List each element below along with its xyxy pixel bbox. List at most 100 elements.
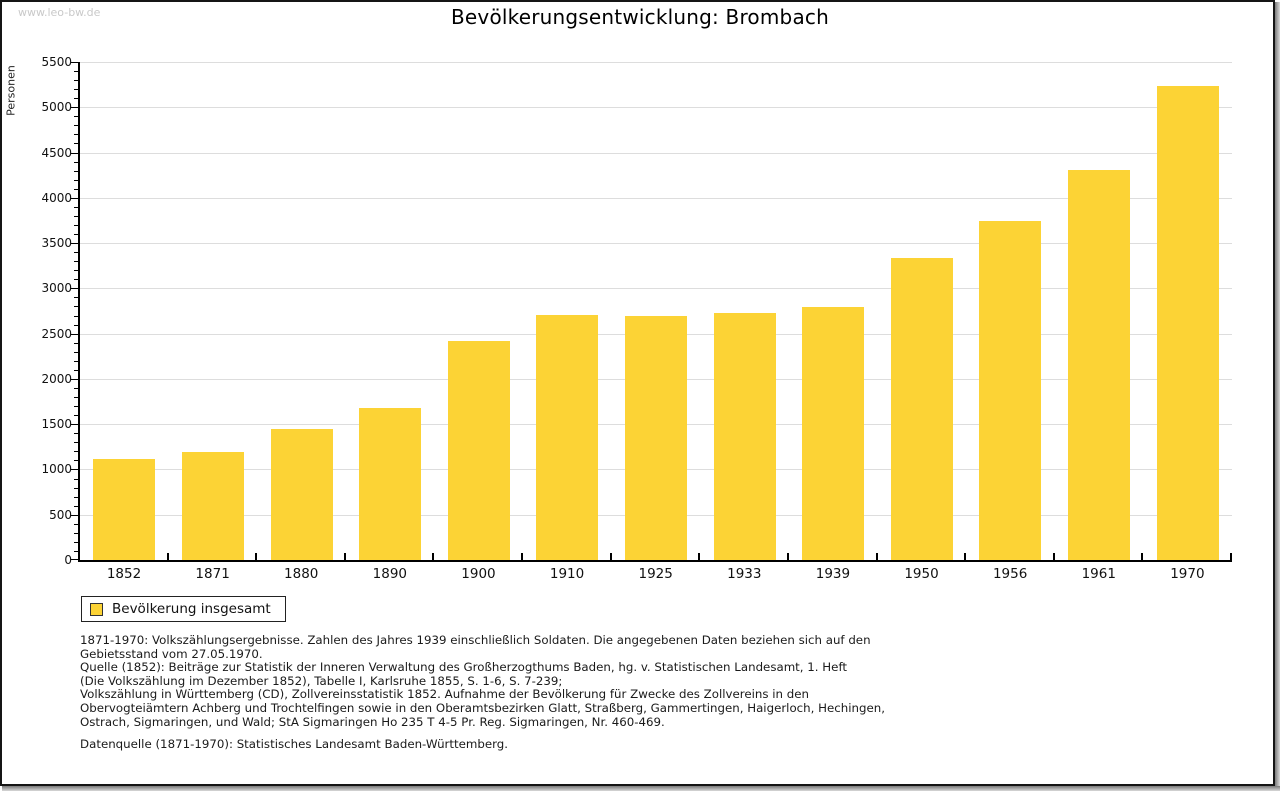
datasource-line: Datenquelle (1871-1970): Statistisches L… [80,737,509,752]
y-axis-minor-tick [74,342,78,344]
y-axis-tick-label: 500 [49,507,72,522]
y-axis-minor-tick [74,234,78,236]
x-axis-label-1939: 1939 [815,566,851,582]
bar-1961 [1068,170,1131,560]
y-axis-tick [71,469,78,471]
y-axis-minor-tick [74,523,78,525]
y-axis-tick [71,559,78,560]
y-axis-minor-tick [74,505,78,507]
x-axis-label-1933: 1933 [727,566,762,582]
window-frame-shadow-bottom [2,786,1280,791]
watermark: www.leo-bw.de [18,6,101,19]
x-axis-label-1925: 1925 [638,566,673,582]
y-axis-minor-tick [74,487,78,489]
y-axis-minor-tick [74,179,78,181]
y-axis-minor-tick [74,143,78,145]
footnote-line: Ostrach, Sigmaringen, und Wald; StA Sigm… [80,714,665,729]
y-axis-tick-label: 4000 [41,190,72,205]
x-axis-boundary-tick [698,553,701,561]
gridline [80,107,1232,109]
y-axis-minor-tick [74,442,78,444]
footnote-line: (Die Volkszählung im Dezember 1852), Tab… [80,673,563,688]
footnote-line: Obervogteiämtern Achberg und Trochtelfin… [80,700,885,715]
gridline [80,197,1232,199]
y-axis-minor-tick [74,98,78,100]
bar-1871 [181,452,244,560]
bar-1933 [713,313,776,560]
y-axis-minor-tick [74,315,78,317]
y-axis-minor-tick [74,550,78,552]
gridline [80,243,1232,245]
x-axis-label-1961: 1961 [1081,566,1116,582]
x-axis-boundary-tick [166,553,169,561]
y-axis-tick-label: 1000 [41,462,72,477]
x-axis-boundary-tick [786,553,789,561]
footnote-line: 1871-1970: Volkszählungsergebnisse. Zahl… [80,633,871,647]
x-axis-boundary-tick [875,553,878,561]
bar-1939 [802,307,865,560]
y-axis-minor-tick [74,215,78,217]
y-axis-minor-tick [74,451,78,453]
y-axis-minor-tick [74,89,78,91]
bar-1956 [979,221,1042,560]
y-axis-minor-tick [74,279,78,281]
x-axis-label-1852: 1852 [106,566,142,582]
x-axis-boundary-tick [432,553,435,561]
bar-1890 [359,408,422,560]
y-axis-tick-label: 5000 [41,100,72,115]
window-frame-shadow-right [1275,2,1280,791]
x-axis-boundary-tick [521,553,524,561]
y-axis-tick-label: 3000 [41,281,72,296]
y-axis-tick-label: 5500 [41,55,72,69]
y-axis-tick-label: 2500 [41,326,72,341]
x-axis-label-1970: 1970 [1170,566,1205,582]
y-axis-minor-tick [74,532,78,534]
x-axis-label-1880: 1880 [284,566,319,582]
y-axis-tick [71,152,78,154]
y-axis-minor-tick [74,71,78,73]
y-axis-tick [71,243,78,245]
footnotes: 1871-1970: Volkszählungsergebnisse. Zahl… [80,633,1210,752]
footnote-line: Gebietsstand vom 27.05.1970. [80,646,263,661]
y-axis-tick [71,378,78,380]
x-axis-label-1871: 1871 [195,566,230,582]
x-axis-boundary-tick [1141,553,1144,561]
y-axis-minor-tick [74,80,78,82]
gridline [80,62,1232,63]
y-axis-minor-tick [74,297,78,299]
y-axis-tick [71,197,78,199]
legend-label: Bevölkerung insgesamt [112,601,271,617]
y-axis-minor-tick [74,116,78,118]
x-axis-label-1900: 1900 [461,566,496,582]
x-axis-boundary-tick [255,553,258,561]
footnote-line: Quelle (1852): Beiträge zur Statistik de… [80,660,848,675]
y-axis-tick-label: 0 [64,553,72,567]
legend-swatch-icon [90,602,103,616]
y-axis-minor-tick [74,369,78,371]
x-axis-label-1890: 1890 [372,566,408,582]
x-axis-label-1956: 1956 [992,566,1028,582]
y-axis-minor-tick [74,397,78,399]
y-axis-minor-tick [74,170,78,172]
bar-1900 [447,341,510,560]
bar-1910 [536,315,599,560]
y-axis-minor-tick [74,224,78,226]
y-axis-minor-tick [74,125,78,127]
y-axis-tick-label: 4500 [41,145,72,160]
y-axis-tick-label: 2000 [41,371,72,386]
y-axis-minor-tick [74,161,78,163]
y-axis-minor-tick [74,206,78,208]
y-axis-minor-tick [74,460,78,462]
y-axis-tick [71,62,78,63]
y-axis-minor-tick [74,188,78,190]
y-axis-tick [71,424,78,426]
y-axis-minor-tick [74,496,78,498]
bar-1925 [625,316,687,560]
y-axis-tick [71,514,78,516]
y-axis-tick-label: 1500 [41,417,72,432]
x-axis-boundary-tick [964,553,967,561]
y-axis-minor-tick [74,433,78,435]
y-axis-minor-tick [74,306,78,308]
bar-1950 [890,258,953,560]
